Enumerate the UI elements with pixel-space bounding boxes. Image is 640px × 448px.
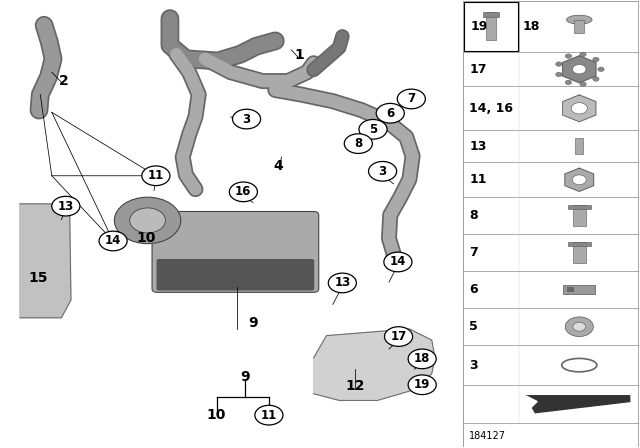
Polygon shape: [565, 168, 594, 191]
Text: 11: 11: [148, 169, 164, 182]
Text: 19: 19: [470, 20, 488, 33]
Polygon shape: [314, 329, 435, 401]
Circle shape: [556, 72, 562, 77]
Text: 2: 2: [58, 74, 68, 88]
FancyBboxPatch shape: [573, 242, 586, 263]
Circle shape: [385, 327, 413, 346]
Text: 8: 8: [354, 137, 362, 150]
Circle shape: [572, 103, 588, 114]
Text: 13: 13: [334, 276, 351, 289]
Text: 14: 14: [105, 234, 121, 247]
FancyBboxPatch shape: [575, 138, 584, 154]
Text: 16: 16: [235, 185, 252, 198]
Text: 18: 18: [414, 353, 430, 366]
FancyBboxPatch shape: [568, 206, 591, 210]
Circle shape: [328, 273, 356, 293]
Circle shape: [573, 322, 586, 331]
Text: 14, 16: 14, 16: [469, 102, 513, 115]
Circle shape: [384, 252, 412, 272]
Text: 6: 6: [469, 283, 478, 296]
Text: 17: 17: [390, 330, 406, 343]
Text: 4: 4: [274, 159, 284, 173]
Text: 17: 17: [469, 63, 487, 76]
Polygon shape: [20, 204, 71, 318]
FancyBboxPatch shape: [483, 12, 499, 17]
Polygon shape: [563, 95, 596, 122]
FancyBboxPatch shape: [574, 20, 584, 33]
Polygon shape: [525, 396, 630, 413]
Circle shape: [142, 166, 170, 185]
Circle shape: [573, 65, 586, 74]
Circle shape: [376, 103, 404, 123]
Text: 11: 11: [260, 409, 277, 422]
Circle shape: [52, 196, 80, 216]
Circle shape: [593, 77, 599, 81]
Circle shape: [572, 175, 586, 185]
Text: 184127: 184127: [469, 431, 506, 441]
Text: 13: 13: [58, 200, 74, 213]
FancyBboxPatch shape: [573, 206, 586, 226]
Text: 3: 3: [243, 112, 251, 125]
Circle shape: [565, 80, 572, 85]
Circle shape: [255, 405, 283, 425]
Circle shape: [408, 375, 436, 395]
Text: 14: 14: [390, 255, 406, 268]
Text: 3: 3: [378, 165, 387, 178]
FancyBboxPatch shape: [152, 211, 319, 293]
Polygon shape: [563, 56, 596, 82]
Circle shape: [598, 67, 604, 72]
Ellipse shape: [562, 358, 597, 372]
Circle shape: [556, 62, 562, 66]
Circle shape: [565, 54, 572, 58]
FancyBboxPatch shape: [465, 2, 518, 51]
Text: 6: 6: [386, 107, 394, 120]
Circle shape: [130, 208, 166, 233]
Ellipse shape: [566, 15, 592, 24]
Circle shape: [359, 120, 387, 139]
Circle shape: [229, 182, 257, 202]
Text: 9: 9: [248, 316, 258, 330]
Circle shape: [593, 57, 599, 62]
Text: 15: 15: [28, 271, 47, 284]
Circle shape: [580, 52, 586, 56]
Polygon shape: [525, 396, 537, 413]
Circle shape: [580, 82, 586, 86]
Circle shape: [99, 231, 127, 251]
Text: 10: 10: [136, 231, 156, 246]
Circle shape: [565, 317, 593, 336]
Circle shape: [232, 109, 260, 129]
Circle shape: [344, 134, 372, 153]
FancyBboxPatch shape: [157, 259, 314, 291]
Text: 5: 5: [469, 320, 478, 333]
FancyBboxPatch shape: [563, 284, 595, 294]
Text: 18: 18: [522, 20, 540, 33]
Circle shape: [408, 349, 436, 369]
Text: 5: 5: [369, 123, 377, 136]
Text: 10: 10: [207, 408, 226, 422]
Text: 12: 12: [346, 379, 365, 393]
Text: 3: 3: [469, 359, 478, 372]
Text: 7: 7: [407, 92, 415, 105]
Text: 1: 1: [294, 48, 305, 62]
Text: 13: 13: [469, 140, 487, 153]
Circle shape: [397, 89, 426, 109]
FancyBboxPatch shape: [463, 1, 639, 447]
Text: 11: 11: [469, 173, 487, 186]
FancyBboxPatch shape: [486, 12, 496, 40]
FancyBboxPatch shape: [566, 287, 574, 292]
Circle shape: [369, 161, 397, 181]
FancyBboxPatch shape: [568, 242, 591, 246]
Text: 7: 7: [469, 246, 478, 259]
Text: 19: 19: [414, 378, 430, 391]
Circle shape: [115, 197, 180, 244]
Text: 9: 9: [241, 370, 250, 384]
Text: 8: 8: [469, 209, 478, 222]
